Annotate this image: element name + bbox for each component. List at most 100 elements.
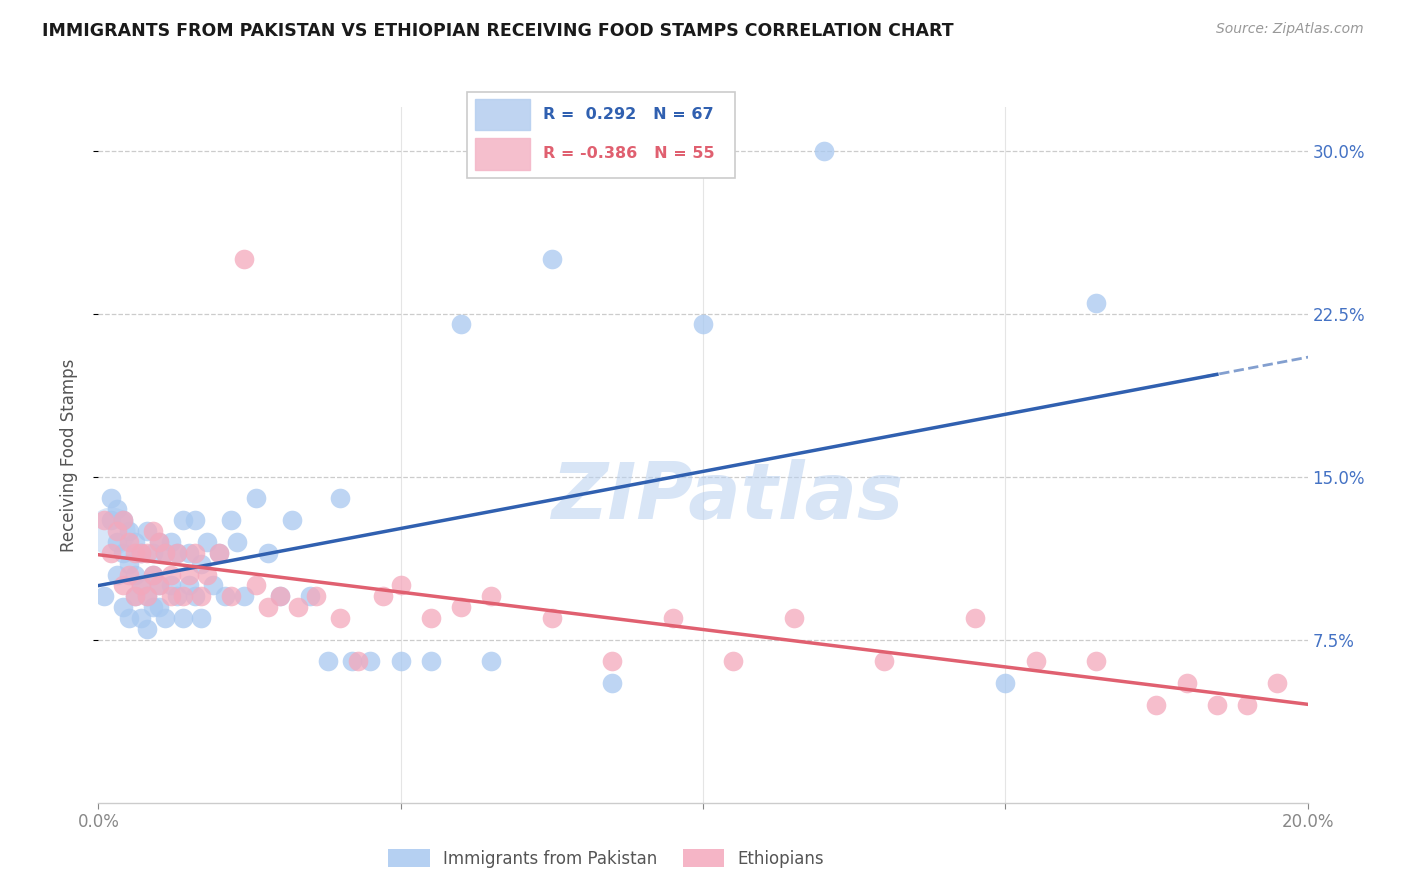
FancyBboxPatch shape: [467, 92, 735, 178]
Point: [118, 557, 141, 571]
Point: [190, 589, 212, 603]
Point: [153, 546, 176, 560]
Point: [142, 567, 165, 582]
Point: [1085, 655, 1108, 669]
Point: [450, 318, 472, 332]
Point: [124, 535, 146, 549]
Point: [142, 567, 165, 582]
Legend: Immigrants from Pakistan, Ethiopians: Immigrants from Pakistan, Ethiopians: [381, 842, 831, 874]
Point: [148, 578, 170, 592]
Point: [142, 600, 165, 615]
Point: [160, 567, 183, 582]
Point: [148, 535, 170, 549]
Point: [100, 524, 122, 538]
Point: [153, 611, 176, 625]
Point: [813, 144, 835, 158]
Bar: [475, 138, 530, 169]
Point: [166, 546, 188, 560]
Point: [124, 589, 146, 603]
Point: [100, 491, 122, 506]
Point: [195, 535, 218, 549]
Point: [208, 546, 231, 560]
Point: [105, 524, 128, 538]
Point: [221, 589, 243, 603]
Point: [129, 546, 152, 560]
Point: [245, 491, 267, 506]
Point: [245, 578, 267, 592]
Point: [118, 524, 141, 538]
Point: [124, 567, 146, 582]
Point: [420, 611, 443, 625]
Point: [184, 589, 207, 603]
Point: [105, 535, 128, 549]
Point: [160, 578, 183, 592]
Point: [172, 611, 194, 625]
Point: [1024, 655, 1046, 669]
Point: [179, 578, 201, 592]
Point: [118, 567, 141, 582]
Point: [153, 546, 176, 560]
Point: [226, 535, 249, 549]
Point: [873, 655, 896, 669]
Point: [540, 611, 562, 625]
Point: [166, 589, 188, 603]
Point: [129, 578, 152, 592]
Point: [172, 513, 194, 527]
Point: [129, 611, 152, 625]
Point: [232, 252, 254, 267]
Point: [347, 655, 370, 669]
Point: [389, 578, 412, 592]
Point: [111, 513, 134, 527]
Bar: [475, 99, 530, 130]
Point: [202, 578, 225, 592]
Point: [342, 655, 364, 669]
Point: [179, 567, 201, 582]
Point: [148, 535, 170, 549]
Point: [100, 546, 122, 560]
Point: [111, 513, 134, 527]
Point: [602, 655, 624, 669]
Point: [723, 655, 745, 669]
Point: [148, 600, 170, 615]
Point: [129, 578, 152, 592]
Point: [111, 600, 134, 615]
Point: [214, 589, 236, 603]
Point: [360, 655, 382, 669]
Point: [190, 611, 212, 625]
Point: [100, 513, 122, 527]
Point: [1085, 295, 1108, 310]
Point: [287, 600, 309, 615]
Point: [184, 513, 207, 527]
Y-axis label: Receiving Food Stamps: Receiving Food Stamps: [59, 359, 77, 551]
Point: [179, 546, 201, 560]
Point: [481, 589, 503, 603]
Point: [965, 611, 987, 625]
Text: Source: ZipAtlas.com: Source: ZipAtlas.com: [1216, 22, 1364, 37]
Point: [1267, 676, 1289, 690]
Text: R =  0.292   N = 67: R = 0.292 N = 67: [544, 107, 714, 121]
Point: [329, 611, 352, 625]
Point: [111, 578, 134, 592]
Point: [135, 546, 157, 560]
Point: [160, 535, 183, 549]
Point: [316, 655, 339, 669]
Point: [481, 655, 503, 669]
Point: [105, 502, 128, 516]
Point: [1144, 698, 1167, 712]
Point: [135, 589, 157, 603]
Point: [692, 318, 714, 332]
Point: [1236, 698, 1258, 712]
Point: [172, 589, 194, 603]
Point: [135, 622, 157, 636]
Point: [602, 676, 624, 690]
Point: [1175, 676, 1198, 690]
Point: [371, 589, 394, 603]
Point: [269, 589, 291, 603]
Point: [124, 546, 146, 560]
Point: [256, 546, 278, 560]
Point: [994, 676, 1017, 690]
Point: [93, 513, 115, 527]
Point: [184, 546, 207, 560]
Point: [232, 589, 254, 603]
Point: [540, 252, 562, 267]
